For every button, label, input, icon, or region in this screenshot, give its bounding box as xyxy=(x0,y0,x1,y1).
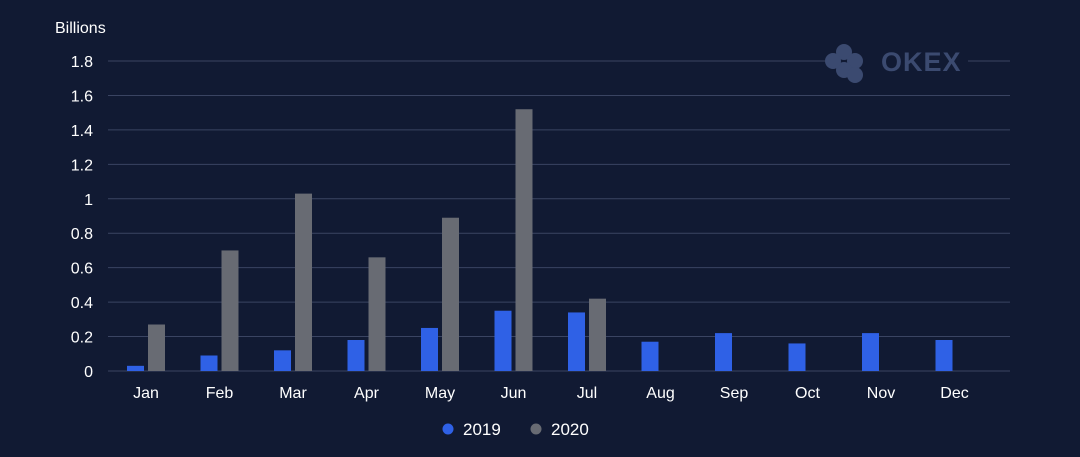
bar-2020-may xyxy=(442,217,459,371)
bar-2019-oct xyxy=(788,343,806,371)
bar-2019-jul xyxy=(568,312,585,371)
y-tick-label: 1 xyxy=(84,192,93,209)
gridlines xyxy=(108,60,1010,372)
bar-2019-feb xyxy=(200,355,218,371)
x-tick-label: Nov xyxy=(867,385,895,402)
x-tick-label: Mar xyxy=(279,385,307,402)
x-tick-label: Jun xyxy=(501,385,527,402)
y-tick-label: 0.6 xyxy=(71,261,93,278)
bar-2020-jun xyxy=(515,109,533,371)
bar-2019-dec xyxy=(935,340,953,371)
y-tick-label: 0 xyxy=(84,364,93,381)
y-tick-label: 0.8 xyxy=(71,226,93,243)
legend-label-2019: 2019 xyxy=(463,420,501,439)
x-axis-ticks: Jan Feb Mar Apr May Jun Jul Aug Sep Oct Nov Dec xyxy=(133,385,969,402)
x-tick-label: Sep xyxy=(720,385,749,402)
y-tick-label: 1.6 xyxy=(71,88,93,105)
x-tick-label: Apr xyxy=(354,385,380,402)
legend-label-2020: 2020 xyxy=(551,420,589,439)
x-tick-label: Dec xyxy=(940,385,968,402)
y-tick-label: 1.2 xyxy=(71,157,93,174)
bar-2020-jan xyxy=(148,324,165,371)
x-tick-label: Jul xyxy=(577,385,597,402)
y-axis-unit-label: Billions xyxy=(55,20,106,37)
bar-2019-jan xyxy=(127,365,144,371)
bar-2019-jun xyxy=(494,310,512,371)
bar-2020-mar xyxy=(295,193,312,371)
bar-2019-may xyxy=(421,327,438,371)
okex-logo-icon xyxy=(825,44,863,83)
y-axis-ticks: 0 0.2 0.4 0.6 0.8 1 1.2 1.4 1.6 1.8 xyxy=(71,54,93,381)
x-tick-label: Jan xyxy=(133,385,159,402)
x-tick-label: Oct xyxy=(795,385,820,402)
okex-logo: OKEX xyxy=(825,44,962,83)
y-tick-label: 1.8 xyxy=(71,54,93,71)
bar-2020-jul xyxy=(589,298,606,371)
y-tick-label: 0.2 xyxy=(71,330,93,347)
okex-logo-text: OKEX xyxy=(881,47,962,77)
legend: 2019 2020 xyxy=(442,420,589,439)
x-tick-label: Aug xyxy=(646,385,674,402)
bar-2019-aug xyxy=(641,341,659,371)
x-tick-label: May xyxy=(425,385,455,402)
legend-marker-2019 xyxy=(442,423,454,435)
bar-2020-apr xyxy=(368,257,386,371)
y-tick-label: 0.4 xyxy=(71,295,93,312)
y-tick-label: 1.4 xyxy=(71,123,93,140)
bar-2020-feb xyxy=(221,250,239,371)
bar-2019-sep xyxy=(715,333,732,371)
x-tick-label: Feb xyxy=(206,385,234,402)
bars xyxy=(127,109,953,371)
bar-2019-apr xyxy=(347,340,365,371)
bar-2019-nov xyxy=(862,333,879,371)
bar-2019-mar xyxy=(274,350,291,371)
legend-marker-2020 xyxy=(530,423,542,435)
